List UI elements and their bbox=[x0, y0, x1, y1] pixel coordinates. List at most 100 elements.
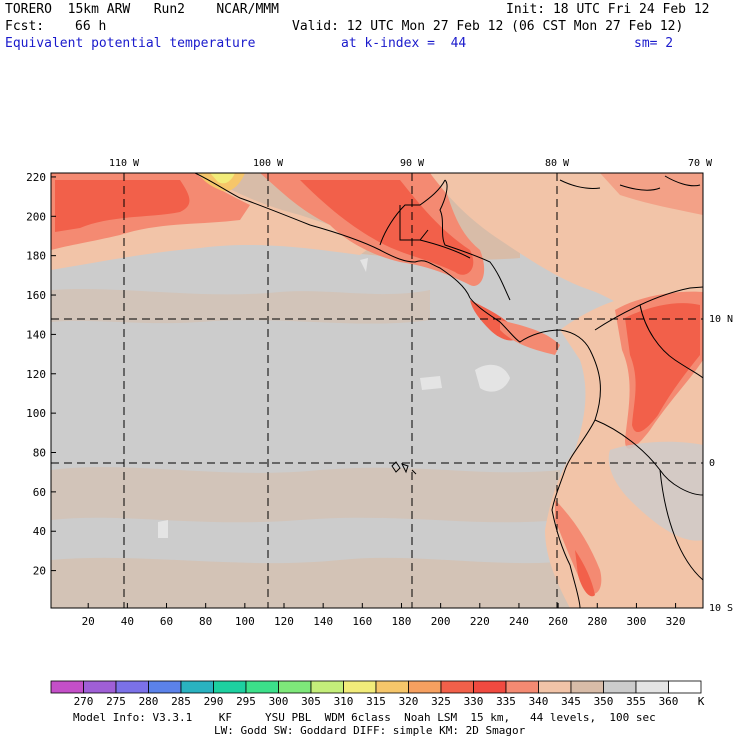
legend-color-box bbox=[538, 680, 572, 694]
legend-level-label: 355 bbox=[626, 695, 646, 708]
field-amazon-gray bbox=[608, 441, 703, 541]
field-andes-red bbox=[555, 500, 602, 594]
valid-time: Valid: 12 UTC Mon 27 Feb 12 (06 CST Mon … bbox=[292, 19, 684, 34]
field-nw-core bbox=[55, 180, 190, 232]
field-panama-peach bbox=[500, 320, 560, 355]
bottom-tick-label: 200 bbox=[431, 615, 451, 628]
left-tick-label: 180 bbox=[26, 250, 46, 263]
forecast-label: Fcst: bbox=[5, 19, 45, 34]
init-time: Init: 18 UTC Fri 24 Feb 12 bbox=[506, 2, 710, 17]
legend-level-label: 310 bbox=[334, 695, 354, 708]
field-yellow-core bbox=[210, 173, 235, 184]
bottom-tick-label: 320 bbox=[666, 615, 686, 628]
latitude-label: 10 N bbox=[709, 314, 733, 325]
bottom-tick-label: 60 bbox=[160, 615, 173, 628]
bottom-tick-label: 140 bbox=[313, 615, 333, 628]
bottom-tick-label: 80 bbox=[199, 615, 212, 628]
field-white-patch-3 bbox=[158, 520, 168, 538]
legend-color-box bbox=[278, 680, 312, 694]
field-band-bottom bbox=[51, 557, 580, 608]
left-tick-label: 120 bbox=[26, 368, 46, 381]
legend-level-label: 315 bbox=[366, 695, 386, 708]
left-tick-label: 140 bbox=[26, 328, 46, 341]
coastline-south-america bbox=[551, 349, 601, 608]
legend-color-box bbox=[668, 680, 702, 694]
bottom-tick-label: 120 bbox=[274, 615, 294, 628]
legend-level-label: 295 bbox=[236, 695, 256, 708]
field-white-patch-4 bbox=[360, 258, 368, 272]
model-info-line2: LW: Godd SW: Goddard DIFF: simple KM: 2D… bbox=[214, 724, 526, 737]
left-tick-label: 80 bbox=[33, 447, 46, 460]
coastline-mexico bbox=[194, 173, 471, 299]
forecast-hour: 66 h bbox=[75, 19, 107, 34]
legend-color-box bbox=[180, 680, 214, 694]
legend-level-label: 280 bbox=[139, 695, 159, 708]
bottom-tick-label: 160 bbox=[352, 615, 372, 628]
level-info: at k-index = 44 bbox=[341, 36, 467, 51]
longitude-label: 100 W bbox=[253, 158, 284, 169]
field-name: Equivalent potential temperature bbox=[5, 36, 256, 51]
border-colombia-venezuela bbox=[639, 304, 703, 379]
latitude-label: 10 S bbox=[709, 603, 733, 614]
legend-color-box bbox=[343, 680, 377, 694]
legend-level-label: 360 bbox=[659, 695, 679, 708]
left-tick-label: 100 bbox=[26, 407, 46, 420]
legend-color-box bbox=[635, 680, 669, 694]
legend-color-box bbox=[115, 680, 149, 694]
field-sa-core bbox=[625, 303, 700, 433]
map-frame bbox=[50, 172, 704, 609]
left-tick-label: 20 bbox=[33, 565, 46, 578]
legend-color-box bbox=[440, 680, 474, 694]
field-centam-core bbox=[300, 180, 474, 275]
legend-color-box bbox=[375, 680, 409, 694]
longitude-label: 70 W bbox=[688, 158, 713, 169]
legend-level-label: 325 bbox=[431, 695, 451, 708]
legend-level-label: 340 bbox=[529, 695, 549, 708]
equivalent-potential-temperature-map: 220 200 180 160 140 120 100 80 60 40 20 20 40 60 80 100… bbox=[26, 158, 733, 628]
legend-level-label: 275 bbox=[106, 695, 126, 708]
left-tick-label: 160 bbox=[26, 289, 46, 302]
legend-color-box bbox=[408, 680, 442, 694]
bottom-tick-label: 40 bbox=[121, 615, 134, 628]
legend-level-label: 320 bbox=[399, 695, 419, 708]
legend-color-box bbox=[603, 680, 637, 694]
field-band-south bbox=[51, 467, 560, 523]
bottom-tick-label: 180 bbox=[392, 615, 412, 628]
bottom-tick-label: 100 bbox=[235, 615, 255, 628]
legend-color-box bbox=[50, 680, 84, 694]
bottom-tick-label: 260 bbox=[548, 615, 568, 628]
legend-color-box bbox=[245, 680, 279, 694]
border-peru-brazil bbox=[659, 469, 703, 581]
coastline-venezuela bbox=[594, 286, 703, 331]
legend-color-box bbox=[83, 680, 117, 694]
model-info-line1: Model Info: V3.3.1 KF YSU PBL WDM 6class… bbox=[73, 711, 656, 724]
legend-level-label: 305 bbox=[301, 695, 321, 708]
legend-color-box bbox=[505, 680, 539, 694]
field-ne-peach-2 bbox=[600, 173, 703, 215]
longitude-label: 90 W bbox=[400, 158, 425, 169]
field-white-patch-1 bbox=[475, 364, 510, 392]
border-guatemala bbox=[399, 205, 429, 241]
model-title: TORERO 15km ARW Run2 NCAR/MMM bbox=[5, 2, 279, 17]
left-tick-label: 220 bbox=[26, 171, 46, 184]
legend-color-box bbox=[310, 680, 344, 694]
legend-level-label: 290 bbox=[204, 695, 224, 708]
bottom-tick-label: 20 bbox=[82, 615, 95, 628]
bottom-tick-label: 240 bbox=[509, 615, 529, 628]
legend-level-label: 335 bbox=[496, 695, 516, 708]
legend-level-label: 285 bbox=[171, 695, 191, 708]
left-tick-label: 40 bbox=[33, 525, 46, 538]
latitude-label: 0 bbox=[709, 458, 715, 469]
field-ne-peach bbox=[430, 173, 703, 330]
legend-level-label: 345 bbox=[561, 695, 581, 708]
smoothing-info: sm= 2 bbox=[634, 36, 674, 51]
left-tick-label: 60 bbox=[33, 486, 46, 499]
legend-color-box bbox=[570, 680, 604, 694]
legend-color-box bbox=[213, 680, 247, 694]
field-band-mid bbox=[51, 288, 430, 324]
longitude-label: 110 W bbox=[109, 158, 140, 169]
legend-level-label: 270 bbox=[74, 695, 94, 708]
coastline-central-america bbox=[469, 297, 591, 351]
legend-unit-label: K bbox=[698, 695, 705, 708]
